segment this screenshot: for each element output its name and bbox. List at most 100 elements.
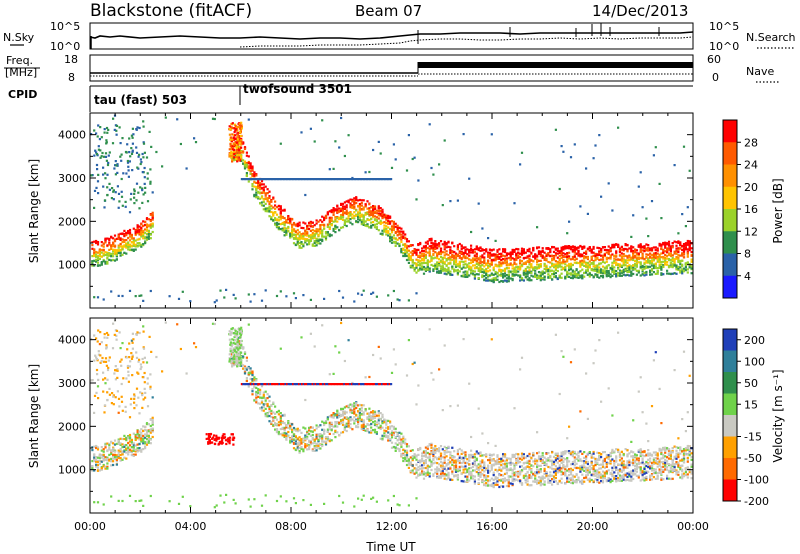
power-artefact-cell — [263, 178, 266, 181]
power-cell — [351, 205, 354, 208]
power-cell — [526, 265, 529, 269]
power-cell — [375, 220, 378, 223]
power-cell — [573, 245, 576, 248]
power-cell — [385, 216, 388, 219]
power-cell — [383, 224, 386, 227]
velocity-ground-cell — [292, 497, 296, 500]
power-cell — [102, 260, 105, 263]
power-cell — [630, 258, 633, 261]
power-cell — [296, 222, 299, 225]
power-cell — [545, 259, 548, 262]
power-scatter — [673, 164, 676, 167]
power-cell — [421, 254, 424, 258]
power-cell — [496, 257, 499, 260]
power-cell — [671, 263, 674, 266]
power-cell — [394, 225, 397, 228]
power-cell — [392, 234, 395, 237]
colorbar-tick-label: 12 — [744, 225, 758, 238]
power-cell — [585, 269, 588, 272]
power-scatter — [328, 168, 331, 171]
velocity-cell — [268, 405, 271, 408]
power-cell — [419, 264, 422, 267]
power-cell — [127, 241, 130, 244]
velocity-cell — [112, 447, 115, 450]
power-scatter — [332, 167, 335, 170]
power-cell — [566, 270, 569, 273]
velocity-cell — [292, 426, 296, 430]
power-cell — [554, 265, 557, 268]
power-cell — [283, 217, 286, 220]
power-cell — [296, 238, 299, 241]
power-cell — [357, 199, 360, 202]
power-cell — [272, 196, 275, 199]
power-cell — [585, 271, 588, 274]
power-cell — [473, 254, 476, 257]
power-cell — [477, 248, 480, 252]
power-cell — [125, 242, 128, 245]
power-cell — [130, 236, 133, 239]
power-burst-cell — [233, 150, 236, 153]
velocity-cell — [93, 459, 96, 463]
colorbar-block — [723, 253, 737, 277]
power-cell — [622, 259, 625, 262]
power-cell — [302, 245, 305, 248]
power-cell — [96, 257, 100, 261]
power-early-cell — [119, 155, 122, 158]
power-cell — [605, 258, 608, 261]
velocity-cell — [136, 429, 139, 432]
power-early-cell — [106, 173, 109, 176]
power-cell — [556, 256, 559, 259]
nave-right-label: Nave — [746, 65, 774, 78]
power-cell — [402, 235, 405, 238]
velocity-ground-cell — [219, 494, 222, 497]
velocity-cell — [136, 434, 139, 437]
velocity-cell — [298, 441, 301, 444]
power-cell — [283, 221, 286, 224]
power-cell — [324, 216, 328, 219]
power-cell — [270, 207, 273, 210]
power-cell — [138, 230, 141, 233]
power-cell — [300, 233, 303, 236]
power-cell — [381, 208, 384, 211]
power-early-cell — [107, 161, 110, 164]
power-cell — [679, 263, 682, 266]
power-cell — [509, 270, 512, 273]
power-cell — [669, 258, 672, 262]
velocity-cell — [121, 453, 124, 456]
power-cell — [650, 269, 654, 272]
power-cell — [306, 227, 309, 230]
power-cell — [407, 253, 410, 256]
velocity-scatter — [161, 370, 164, 373]
power-cell — [607, 257, 610, 260]
power-cell — [520, 251, 524, 254]
power-early-cell — [133, 192, 136, 195]
power-early-cell — [136, 126, 139, 129]
power-cell — [300, 235, 303, 238]
power-cell — [532, 267, 535, 270]
power-cell — [441, 260, 444, 263]
power-artefact-cell — [365, 178, 369, 181]
velocity-cell — [127, 446, 130, 449]
power-cell — [551, 273, 554, 276]
velocity-cell — [281, 414, 284, 417]
power-scatter — [654, 146, 657, 149]
power-cell — [274, 223, 277, 226]
velocity-ground-cell — [253, 498, 256, 501]
power-cell — [500, 274, 503, 277]
power-cell — [679, 241, 682, 244]
power-cell — [407, 249, 410, 252]
power-cell — [309, 220, 312, 223]
power-cell — [564, 245, 567, 248]
power-early-cell — [111, 187, 114, 190]
power-cell — [292, 228, 296, 231]
power-scatter — [119, 142, 122, 145]
power-cell — [279, 223, 282, 226]
power-cell — [102, 254, 105, 257]
power-cell — [257, 196, 260, 199]
power-cell — [326, 232, 329, 235]
velocity-cell — [313, 444, 316, 448]
power-cell — [117, 246, 120, 249]
power-cell — [458, 254, 461, 257]
power-cell — [530, 271, 533, 274]
power-cell — [487, 261, 490, 265]
